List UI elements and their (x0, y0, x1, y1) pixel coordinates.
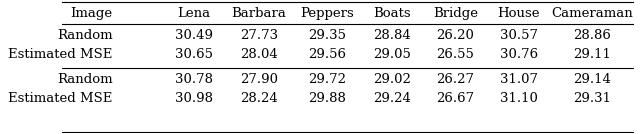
Text: 26.67: 26.67 (436, 92, 475, 105)
Text: 29.56: 29.56 (308, 49, 346, 62)
Text: Peppers: Peppers (300, 7, 354, 20)
Text: 28.24: 28.24 (240, 92, 278, 105)
Text: Image: Image (70, 7, 113, 20)
Text: 28.84: 28.84 (373, 29, 411, 42)
Text: Barbara: Barbara (232, 7, 286, 20)
Text: 29.02: 29.02 (373, 72, 411, 85)
Text: House: House (498, 7, 540, 20)
Text: 31.10: 31.10 (500, 92, 538, 105)
Text: Random: Random (57, 29, 113, 42)
Text: 28.04: 28.04 (240, 49, 278, 62)
Text: 26.27: 26.27 (436, 72, 474, 85)
Text: 29.05: 29.05 (373, 49, 411, 62)
Text: 29.11: 29.11 (573, 49, 611, 62)
Text: 29.72: 29.72 (308, 72, 346, 85)
Text: 30.98: 30.98 (175, 92, 212, 105)
Text: 26.20: 26.20 (436, 29, 474, 42)
Text: Bridge: Bridge (433, 7, 478, 20)
Text: 29.88: 29.88 (308, 92, 346, 105)
Text: Boats: Boats (373, 7, 411, 20)
Text: 27.73: 27.73 (240, 29, 278, 42)
Text: 30.76: 30.76 (500, 49, 538, 62)
Text: Random: Random (57, 72, 113, 85)
Text: 31.07: 31.07 (500, 72, 538, 85)
Text: 27.90: 27.90 (240, 72, 278, 85)
Text: 29.24: 29.24 (373, 92, 411, 105)
Text: 29.14: 29.14 (573, 72, 611, 85)
Text: 30.57: 30.57 (500, 29, 538, 42)
Text: 30.49: 30.49 (175, 29, 212, 42)
Text: 30.65: 30.65 (175, 49, 212, 62)
Text: 29.35: 29.35 (308, 29, 346, 42)
Text: Lena: Lena (177, 7, 211, 20)
Text: 26.55: 26.55 (436, 49, 474, 62)
Text: Estimated MSE: Estimated MSE (8, 92, 113, 105)
Text: 29.31: 29.31 (573, 92, 611, 105)
Text: 28.86: 28.86 (573, 29, 611, 42)
Text: Cameraman: Cameraman (551, 7, 633, 20)
Text: 30.78: 30.78 (175, 72, 212, 85)
Text: Estimated MSE: Estimated MSE (8, 49, 113, 62)
